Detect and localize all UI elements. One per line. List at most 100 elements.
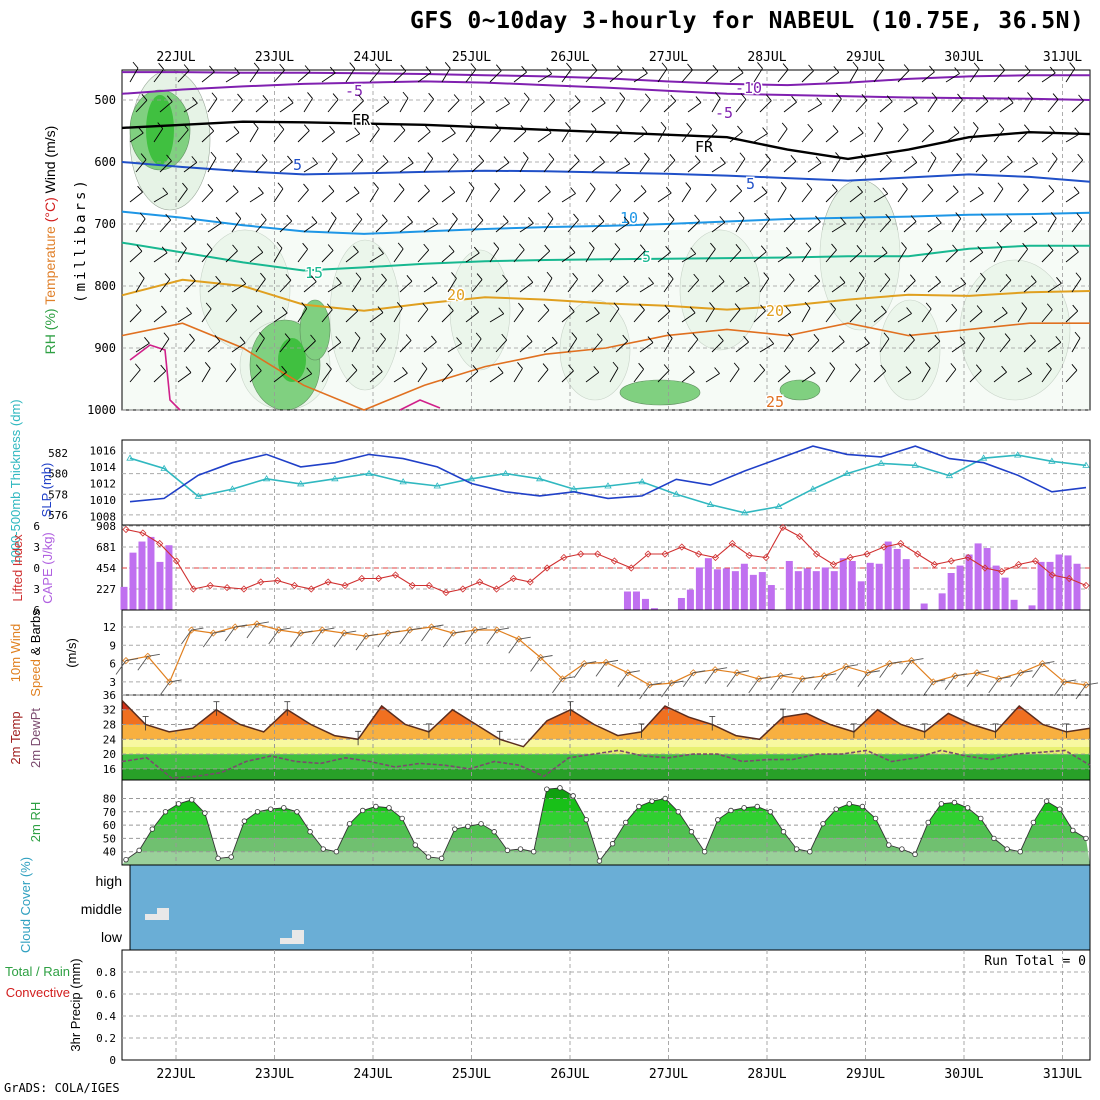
- wind-barb: [585, 129, 597, 143]
- wind-barb: [311, 216, 318, 223]
- wind-barb: [681, 371, 695, 383]
- wind-barb: [376, 365, 383, 373]
- wind-barb: [249, 370, 262, 383]
- wind-barb: [1021, 302, 1028, 309]
- y-tick-label: 580: [48, 468, 68, 481]
- wind-barb: [285, 274, 292, 281]
- wind-barb: [780, 673, 793, 677]
- wind-barb: [475, 332, 482, 340]
- wind-barb: [909, 333, 915, 341]
- wind-barb: [639, 218, 649, 233]
- wind-barb: [183, 102, 198, 113]
- wind-barb: [660, 121, 667, 129]
- wind-barb: [215, 275, 221, 283]
- wind-barb: [717, 334, 724, 341]
- wind-barb: [903, 64, 910, 71]
- wind-barb: [999, 220, 1013, 233]
- wind-barb: [513, 190, 526, 203]
- wind-barb: [753, 68, 763, 83]
- wind-barb: [663, 219, 675, 233]
- wind-barb: [1047, 244, 1054, 251]
- wind-barb: [453, 630, 466, 634]
- wind-barb: [375, 279, 387, 293]
- wind-barb: [441, 369, 453, 383]
- y-tick-label: 600: [94, 155, 116, 169]
- wind-barb: [951, 303, 958, 311]
- wind-barb: [399, 280, 413, 293]
- wind-barb: [1026, 367, 1033, 375]
- rh-area-max: [278, 338, 306, 382]
- wind-barb: [183, 64, 190, 71]
- wind-barb: [831, 223, 846, 233]
- data-point: [1056, 806, 1063, 812]
- data-point: [979, 454, 988, 461]
- cape-bar: [794, 571, 802, 610]
- data-point: [399, 815, 405, 822]
- wind-barb: [859, 212, 866, 220]
- wind-barb: [825, 308, 836, 323]
- wind-barb: [927, 340, 941, 353]
- wind-barb: [486, 629, 498, 645]
- data-point: [449, 629, 457, 637]
- wind-barb: [273, 247, 283, 263]
- wind-barb: [902, 182, 908, 190]
- wind-barb: [501, 333, 508, 341]
- wind-barb: [369, 69, 381, 83]
- dewpt-ylabel-group: 2m DewPt: [28, 708, 43, 768]
- wind-barb: [186, 307, 192, 314]
- wind-barb: [417, 190, 430, 203]
- wind-barb: [273, 312, 288, 323]
- wind-barb: [329, 125, 335, 133]
- wind-barb: [207, 281, 221, 293]
- wind-barb: [138, 271, 145, 279]
- wind-barb: [249, 68, 260, 83]
- wind-barb: [273, 69, 286, 83]
- cape-bar: [920, 603, 928, 610]
- cape-bar: [695, 567, 703, 610]
- wind-barb: [1074, 331, 1081, 339]
- y-tick-label: 60: [103, 819, 116, 832]
- wind-barb: [546, 67, 553, 75]
- wind-barb: [330, 211, 337, 219]
- cape-bar: [758, 572, 766, 610]
- temperature-contour: [121, 278, 1091, 312]
- wind-barb: [469, 122, 476, 130]
- wind-barb: [954, 67, 960, 74]
- wind-barb: [921, 189, 934, 203]
- wind-barb: [663, 159, 676, 173]
- wind-barb: [177, 129, 189, 143]
- wind-barb: [297, 189, 309, 203]
- wind-barb: [132, 61, 139, 69]
- wind-barb: [287, 96, 294, 104]
- data-point: [476, 578, 484, 586]
- x-tick-label-top: 31JUL: [1043, 50, 1082, 65]
- wind-barb: [528, 216, 534, 224]
- wind-barb: [789, 214, 796, 221]
- wind-barb: [979, 332, 985, 339]
- wind-barb: [225, 369, 237, 383]
- wind-barb: [237, 93, 243, 101]
- wind-barb: [1023, 124, 1030, 131]
- data-point: [144, 652, 152, 660]
- x-tick-label-bottom: 23JUL: [255, 1067, 294, 1082]
- wind-barb: [428, 92, 434, 100]
- wind-barb: [543, 218, 554, 233]
- wind-barb: [804, 301, 811, 309]
- wind-barb: [695, 96, 702, 103]
- cape-bar: [749, 574, 757, 610]
- wind-barb: [806, 183, 813, 190]
- wind-barb: [825, 249, 837, 263]
- data-point: [504, 847, 511, 854]
- wind-barb: [1023, 222, 1038, 233]
- wind-barb: [329, 66, 336, 74]
- temperature-contour: [121, 120, 1091, 161]
- wind-barb: [639, 158, 650, 173]
- data-point: [754, 803, 760, 810]
- cloud-cover-area: [129, 864, 1091, 951]
- wind-barb: [921, 368, 931, 383]
- wind-barb: [321, 309, 333, 323]
- wind-barb: [835, 152, 841, 159]
- wind-barb: [423, 223, 438, 233]
- wind-barb: [153, 193, 168, 203]
